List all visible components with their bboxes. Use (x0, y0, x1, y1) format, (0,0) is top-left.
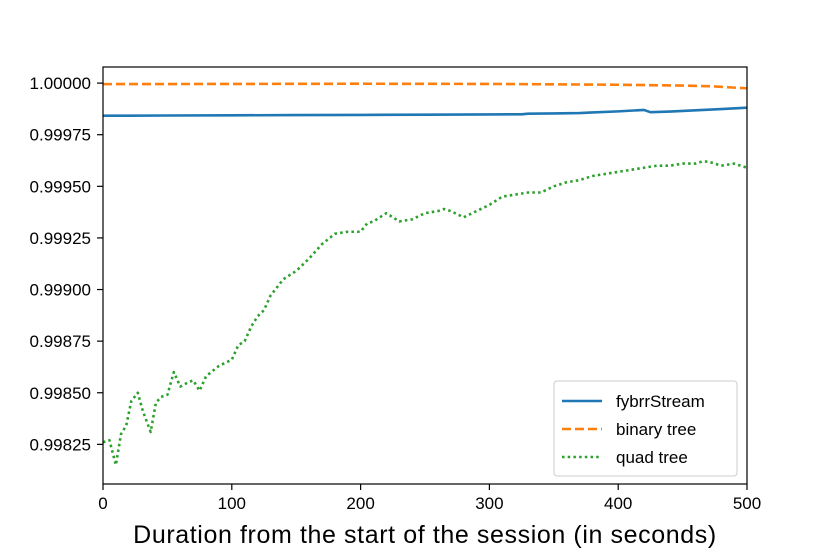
y-tick-label: 0.99975 (30, 126, 91, 145)
legend-label: fybrrStream (616, 392, 705, 411)
legend: fybrrStream binary tree quad tree (553, 380, 738, 477)
y-tick-label: 0.99875 (30, 332, 91, 351)
legend-label: binary tree (616, 420, 696, 439)
x-tick-label: 0 (98, 494, 107, 513)
y-tick-label: 1.00000 (30, 74, 91, 93)
x-tick-label: 300 (475, 494, 503, 513)
x-axis: 0 100 200 300 400 500 (98, 484, 761, 513)
x-tick-label: 100 (218, 494, 246, 513)
plot-series (102, 82, 748, 467)
y-tick-label: 0.99900 (30, 281, 91, 300)
x-axis-label: Duration from the start of the session (… (133, 521, 717, 549)
series-line-2 (102, 82, 748, 90)
y-tick-label: 0.99850 (30, 384, 91, 403)
x-tick-label: 400 (604, 494, 632, 513)
y-tick-label: 0.99825 (30, 435, 91, 454)
legend-label: quad tree (616, 448, 688, 467)
x-tick-label: 200 (346, 494, 374, 513)
y-axis: 0.99825 0.99850 0.99875 0.99900 0.99925 0.999… (30, 74, 103, 454)
y-tick-label: 0.99925 (30, 229, 91, 248)
y-tick-label: 0.99950 (30, 177, 91, 196)
series-line-1 (102, 106, 748, 118)
plot-frame (102, 66, 748, 485)
series-line-3 (102, 160, 748, 467)
legend-box (553, 380, 738, 477)
x-tick-label: 500 (733, 494, 761, 513)
